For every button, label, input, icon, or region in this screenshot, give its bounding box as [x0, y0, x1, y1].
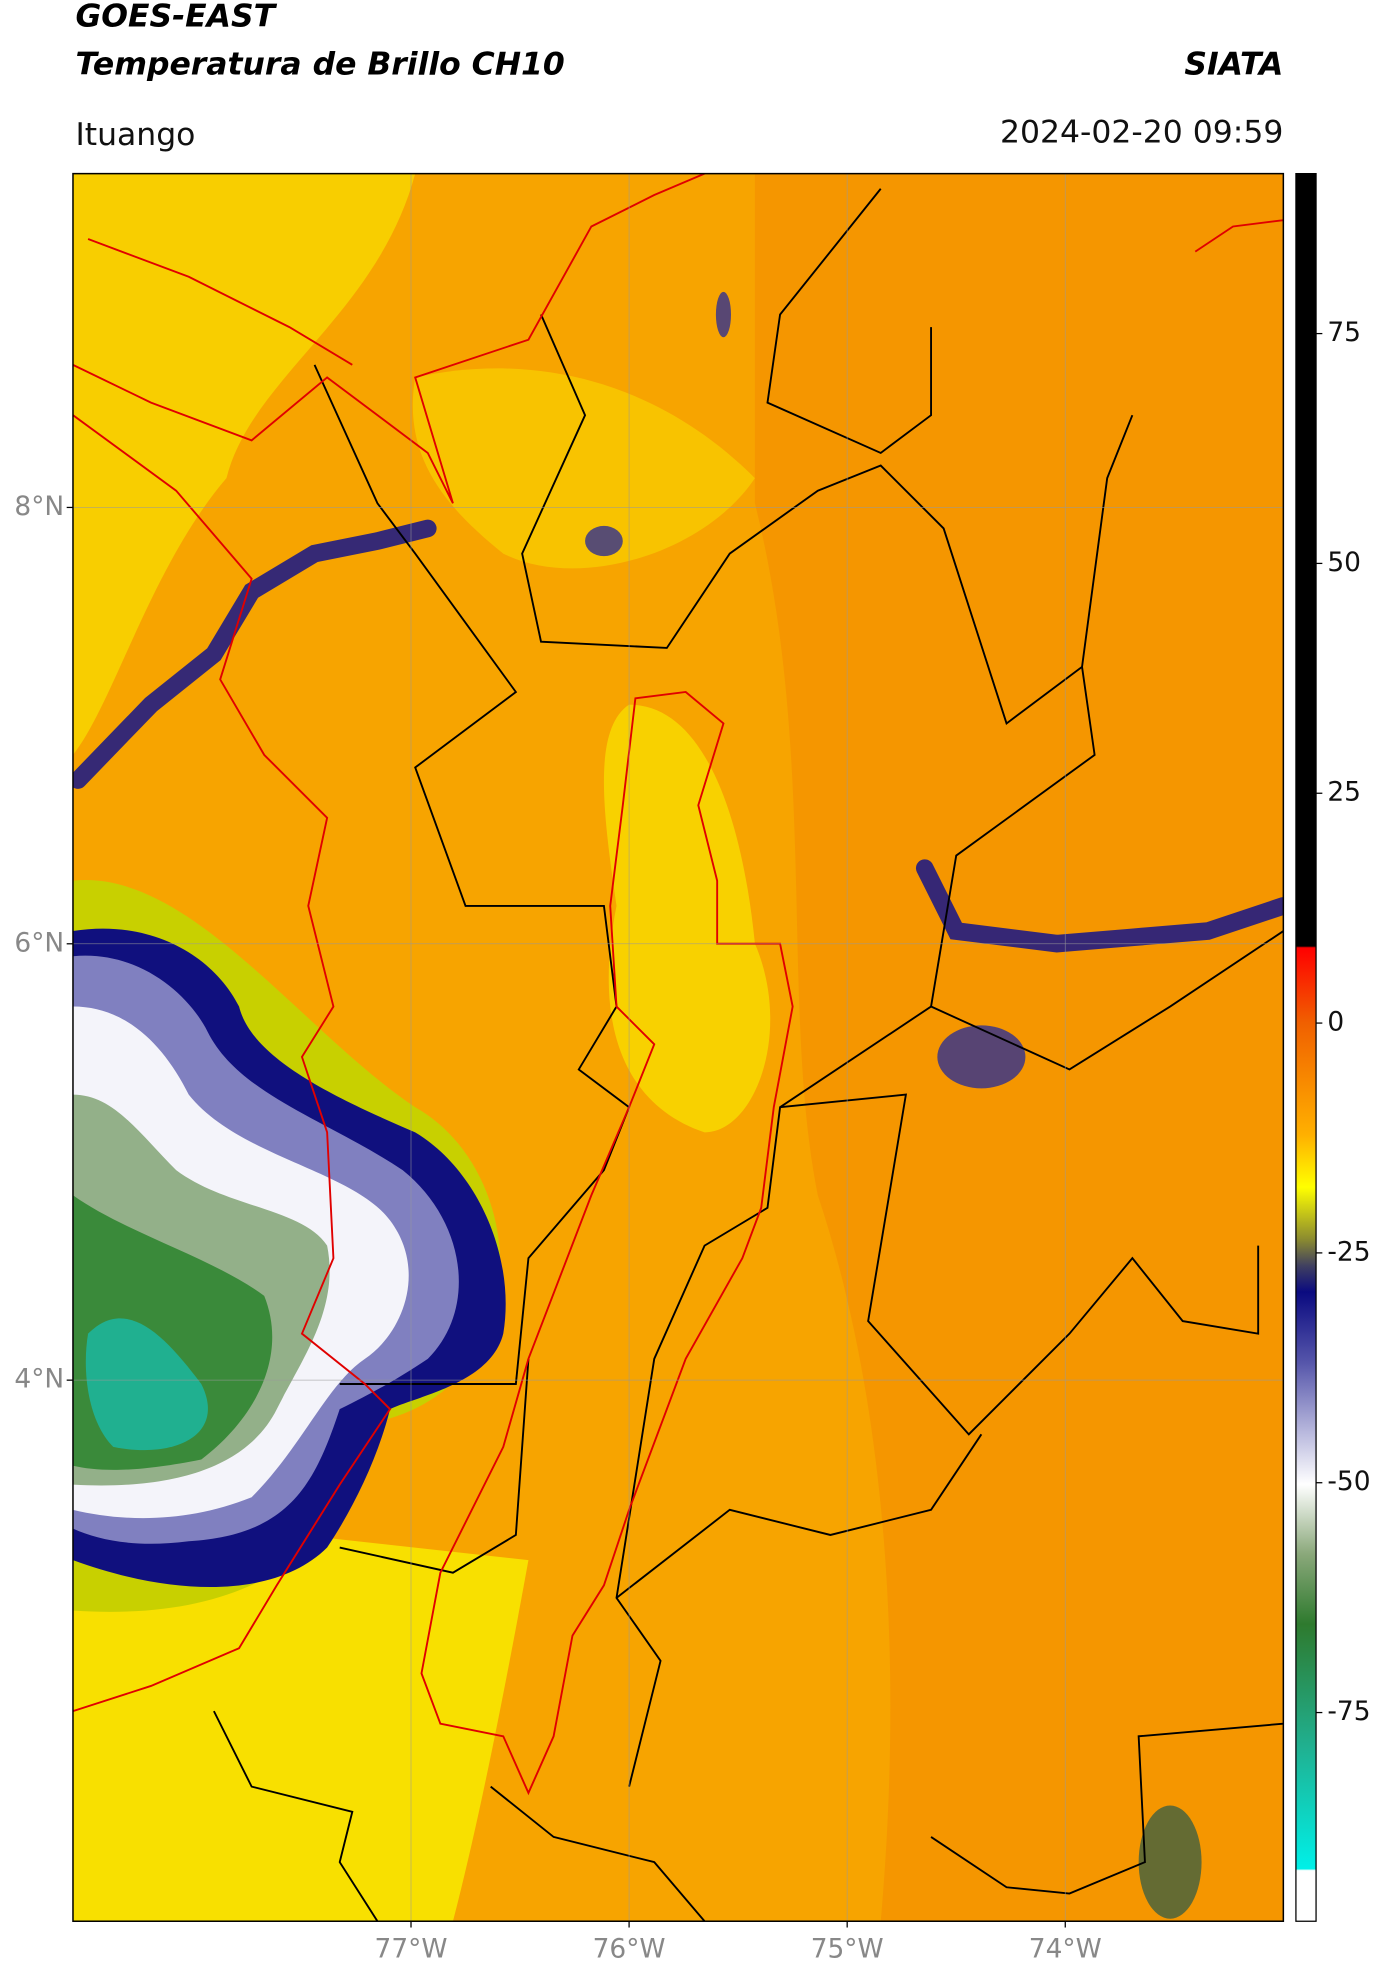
- agency: SIATA: [1184, 46, 1283, 82]
- colorbar-tick-label: -75: [1327, 1696, 1370, 1727]
- region: Ituango: [75, 117, 195, 153]
- x-tick-label: 75°W: [811, 1934, 884, 1965]
- colorbar-tick-label: -50: [1327, 1466, 1370, 1497]
- cloud-cell: [937, 1025, 1026, 1089]
- cool-area: [72, 173, 416, 755]
- y-tick-label: 4°N: [14, 1364, 64, 1395]
- timestamp: 2024-02-20 09:59: [1000, 114, 1283, 150]
- title: GOES-EAST: [75, 0, 277, 35]
- x-tick-label: 76°W: [593, 1934, 666, 1965]
- cloud-cell: [1138, 1805, 1202, 1919]
- map-frame: [72, 172, 1285, 1922]
- colorbar-tick-label: 75: [1327, 317, 1361, 348]
- red-outlines: [72, 173, 1284, 1796]
- colorbar-tick-label: 50: [1327, 547, 1361, 578]
- cool-area: [412, 368, 755, 569]
- colorbar: [1295, 172, 1317, 1922]
- borders: [213, 188, 1284, 1922]
- colorbar-tick-label: -25: [1327, 1236, 1370, 1267]
- colorbar-tick-label: 25: [1327, 777, 1361, 808]
- x-tick-label: 77°W: [375, 1934, 448, 1965]
- colorbar-tick-label: 0: [1327, 1007, 1344, 1038]
- map: [72, 173, 1284, 1922]
- y-tick-label: 8°N: [14, 491, 64, 522]
- cloud-band: [915, 859, 1284, 953]
- subtitle: Temperatura de Brillo CH10: [75, 46, 564, 82]
- y-tick-label: 6°N: [14, 927, 64, 958]
- cold-cloud: [85, 1318, 208, 1451]
- cool-area: [603, 704, 771, 1133]
- x-tick-label: 74°W: [1029, 1934, 1102, 1965]
- cool-area: [72, 1509, 529, 1922]
- cloud-band: [72, 519, 437, 789]
- cloud-cell: [715, 291, 732, 338]
- cloud-cell: [585, 525, 623, 557]
